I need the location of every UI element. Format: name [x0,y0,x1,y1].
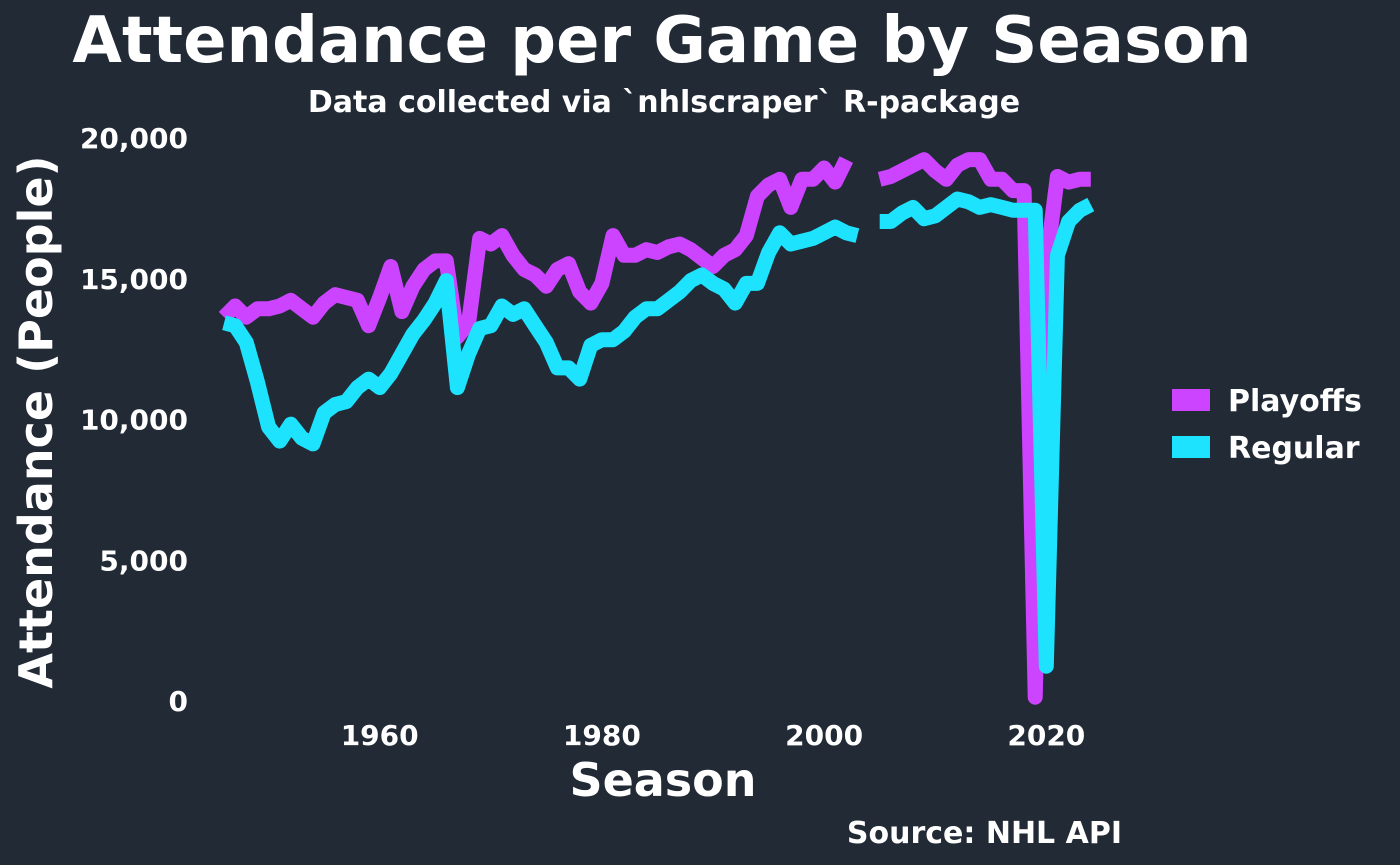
x-tick-label: 2020 [1007,719,1085,752]
playoffs-line-segment-2 [877,152,1091,705]
y-tick-label: 5,000 [99,544,188,577]
x-tick-label: 1960 [341,719,419,752]
y-axis-title: Attendance (People) [9,155,63,688]
x-tick-label: 1980 [563,719,641,752]
chart-title: Attendance per Game by Season [72,4,1251,78]
regular-line-segment-1 [222,219,860,452]
y-tick-label: 10,000 [80,404,188,437]
regular-line-segment-2 [879,191,1095,674]
chart-subtitle: Data collected via `nhlscraper` R-packag… [308,85,1020,120]
y-tick-label: 15,000 [80,263,188,296]
y-tick-label: 20,000 [80,122,188,155]
playoffs-line-segment-1 [218,156,854,345]
x-tick-label: 2000 [785,719,863,752]
y-axis-ticks: 0 5,000 10,000 15,000 20,000 [80,122,188,718]
legend-key-playoffs [1172,389,1210,411]
plot-area: 0 5,000 10,000 15,000 20,000 1960 1980 2000 202… [80,122,1095,752]
x-axis-ticks: 1960 1980 2000 2020 [341,719,1086,752]
chart-caption: Source: NHL API [847,816,1122,851]
legend-label-regular: Regular [1228,431,1360,466]
y-tick-label: 0 [169,685,188,718]
legend-key-regular [1172,436,1210,458]
legend-label-playoffs: Playoffs [1228,384,1362,419]
legend: Playoffs Regular [1172,384,1362,466]
x-axis-title: Season [569,753,756,807]
series-lines [218,152,1095,705]
